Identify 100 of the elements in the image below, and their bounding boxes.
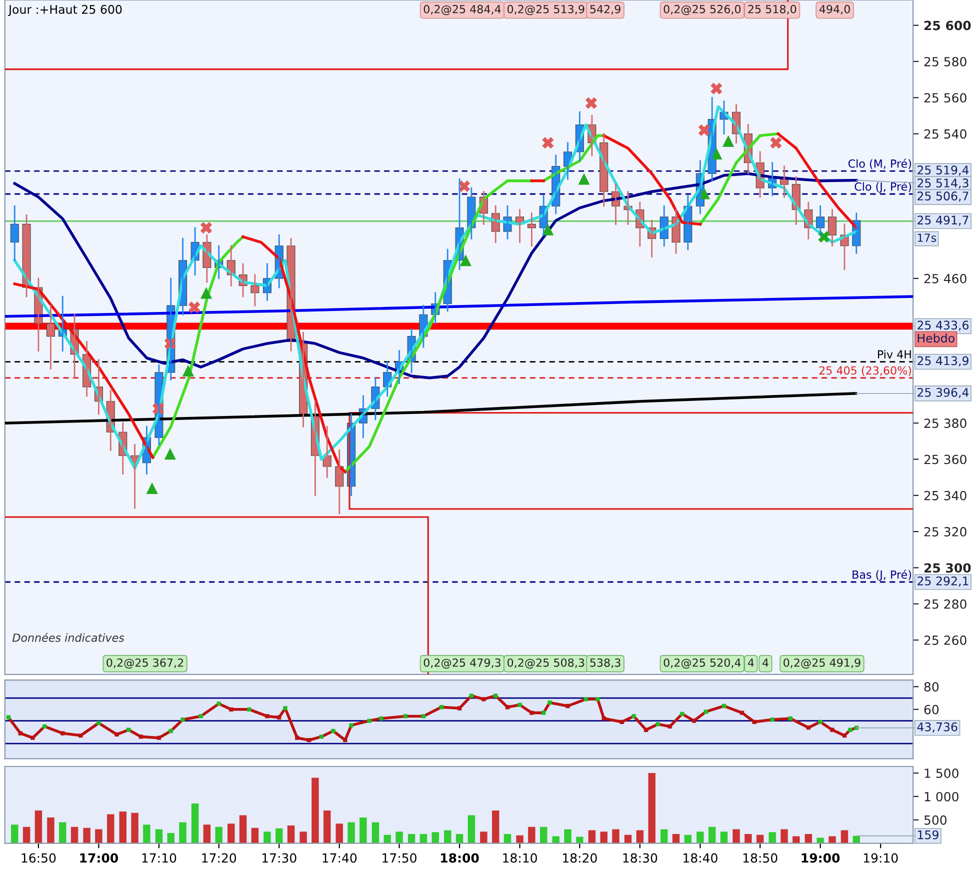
bar (287, 826, 295, 844)
annotation: 25 413,9 (918, 356, 968, 366)
point (722, 135, 734, 147)
annotation: 0,2@25 520,4 (664, 658, 741, 669)
point (770, 137, 782, 149)
x-tick-label: 16:50 (22, 853, 56, 863)
annotation: Données indicatives (12, 632, 124, 642)
annotation: 25 518,0 (748, 4, 796, 14)
line-series (151, 235, 244, 459)
bar (696, 832, 704, 844)
annotation: 4 (748, 658, 754, 667)
annotation: 25 491,7 (918, 216, 968, 226)
y-tick-label: 60 (924, 704, 939, 714)
x-tick-label: 18:30 (623, 853, 658, 863)
bar (828, 836, 836, 844)
bar (420, 834, 428, 844)
annotation: 0,2@25 526,0 (664, 4, 741, 16)
chart-title: Jour :+Haut 25 600 (8, 4, 122, 16)
point (200, 222, 212, 234)
bar (768, 832, 776, 844)
annotation: 494,0 (819, 4, 850, 14)
bar (780, 829, 788, 844)
bar (396, 832, 403, 844)
line-series (698, 132, 780, 226)
bar (612, 829, 620, 844)
bar (528, 826, 536, 844)
bar (47, 818, 54, 844)
text: 17s (918, 234, 936, 242)
bar (167, 833, 174, 844)
bar (191, 804, 199, 844)
bar (70, 826, 78, 844)
bar (804, 834, 812, 844)
bar (576, 836, 584, 844)
point (146, 482, 158, 494)
x-tick-label: 18:40 (684, 853, 718, 863)
bar (744, 834, 752, 844)
annotation: 0,2@25 484,4 (424, 4, 501, 16)
bar (564, 829, 572, 844)
y-tick-label: 25 280 (924, 599, 966, 609)
point (585, 97, 598, 109)
bar (588, 830, 596, 844)
bar (203, 824, 211, 844)
bar (372, 822, 380, 844)
x-tick-label: 19:10 (864, 853, 898, 863)
y-tick-label: 25 380 (924, 418, 966, 428)
bar (456, 834, 464, 844)
point (188, 302, 200, 314)
bar (444, 830, 452, 844)
bar (83, 828, 90, 844)
x-tick-label: 18:10 (503, 853, 537, 863)
bar (600, 832, 608, 844)
bar (312, 778, 319, 844)
bar (684, 834, 692, 844)
bar (264, 832, 271, 844)
x-tick-label: 19:00 (802, 853, 840, 863)
bar (636, 830, 644, 844)
bar (624, 834, 632, 844)
annotation: 25 433,6 (918, 320, 969, 331)
bar (432, 832, 439, 844)
y-tick-label: 25 560 (924, 93, 966, 103)
point (710, 148, 722, 160)
x-tick-label: 18:00 (441, 853, 479, 863)
bar (179, 822, 186, 844)
bar (720, 832, 728, 844)
bar (239, 815, 247, 844)
bar (492, 810, 500, 844)
bar (34, 810, 42, 844)
bar (756, 834, 764, 844)
bar (408, 834, 416, 844)
point (542, 137, 554, 149)
point (460, 254, 472, 266)
bar (348, 822, 355, 844)
bar (131, 812, 138, 844)
annotation: 0,2@25 508,3 (507, 658, 584, 669)
annotation: 4 (762, 658, 768, 667)
x-tick-label: 17:20 (202, 853, 236, 863)
x-tick-label: 18:20 (563, 853, 597, 863)
ref-line-label: Clo (J, Pré) (854, 182, 912, 193)
bar (300, 832, 307, 844)
bar (816, 838, 824, 844)
point (164, 448, 176, 460)
x-tick-label: 18:50 (743, 853, 778, 863)
bar (107, 814, 114, 844)
bar (323, 810, 331, 844)
ref-line-label: 25 405 (23,60%) (819, 366, 912, 376)
bar (155, 829, 163, 844)
ref-line-label: Hebdo (918, 333, 954, 343)
y-tick-label: 25 260 (924, 636, 966, 645)
bar (792, 836, 800, 844)
bar (648, 773, 656, 844)
bar (480, 832, 488, 844)
y-tick-label: 1 500 (924, 768, 958, 778)
ref-line-label: Piv 4H (878, 350, 911, 358)
bar (468, 815, 476, 844)
bar (660, 829, 668, 844)
bar (336, 824, 343, 844)
annotation: 43,736 (917, 722, 958, 733)
y-tick-label: 25 600 (924, 20, 971, 30)
bar (552, 836, 560, 844)
annotation: 25 514,3 (918, 178, 968, 189)
